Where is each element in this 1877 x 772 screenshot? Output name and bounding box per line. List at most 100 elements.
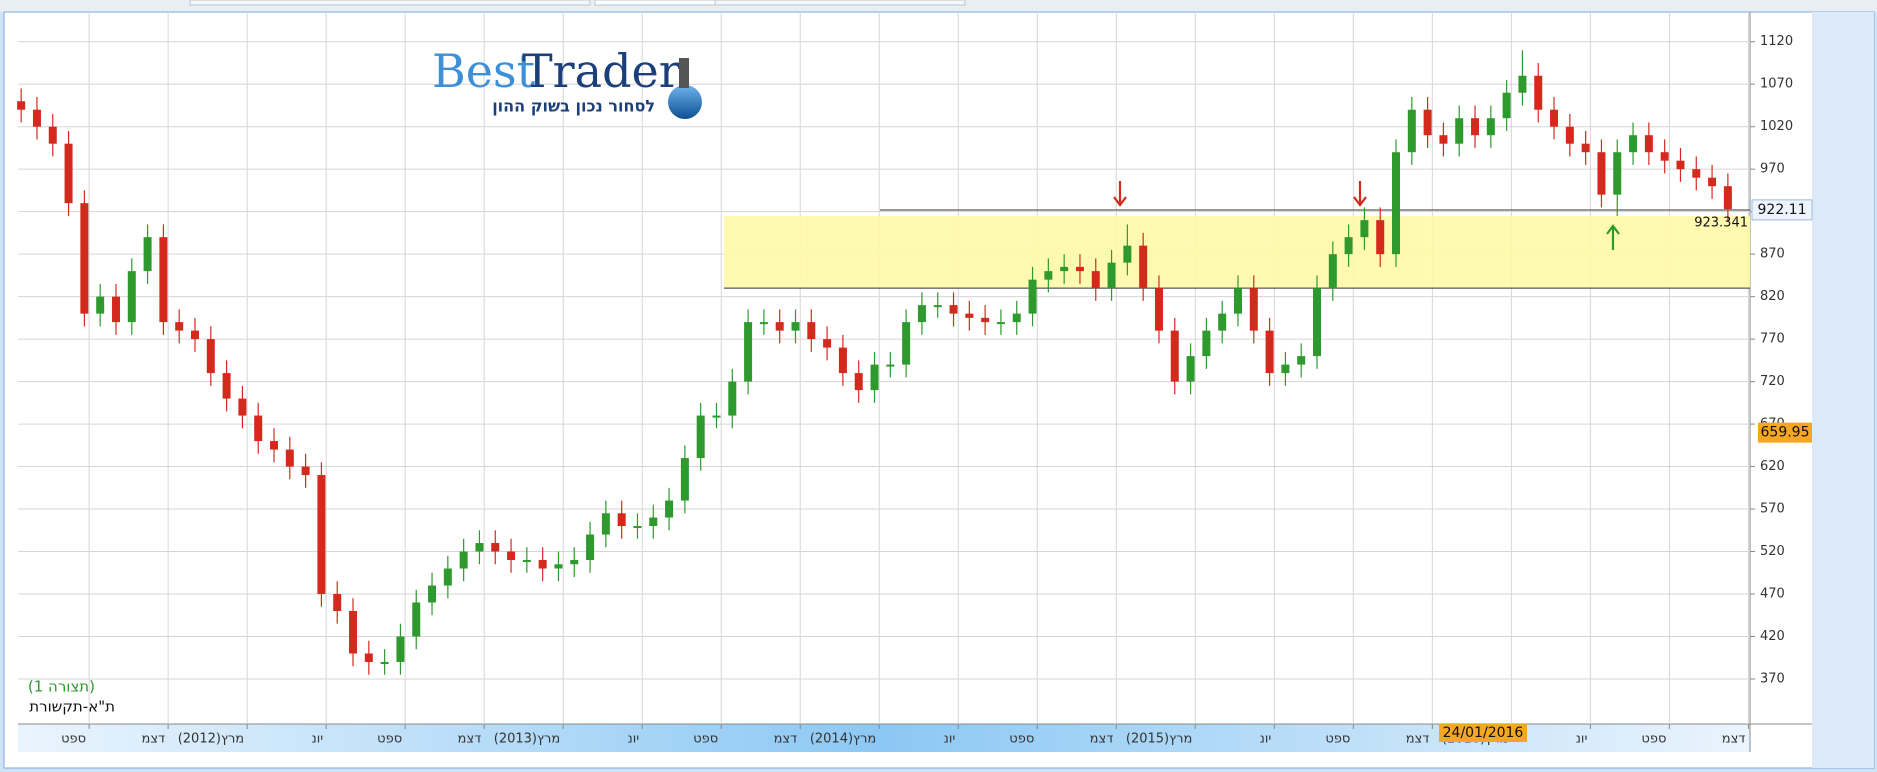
y-tick-label: 1120 [1760, 34, 1793, 49]
candle-body [1249, 288, 1258, 331]
candle-body [696, 415, 705, 459]
candle-body [1154, 288, 1163, 331]
candle-body [917, 305, 926, 323]
candle-body [665, 500, 674, 518]
candle-body [965, 313, 974, 318]
x-tick-label: מרץ(2014) [810, 732, 876, 747]
candle-body [475, 543, 484, 552]
logo-trader: Trader [522, 44, 681, 98]
candle-body [1186, 356, 1195, 382]
y-tick-label: 870 [1760, 247, 1785, 262]
candle-body [80, 203, 89, 314]
candle-body [1660, 152, 1669, 161]
cursor-date-label: 24/01/2016 [1443, 725, 1524, 741]
x-tick-label: יונ [628, 732, 640, 747]
candle-body [1392, 152, 1401, 255]
x-tick-label: יונ [312, 732, 324, 747]
candle-body [933, 305, 942, 308]
last-price-label: 922.11 [1758, 202, 1807, 218]
arrow [1353, 181, 1367, 207]
candle-body [1723, 186, 1732, 210]
x-tick-label: מרץ(2012) [178, 732, 244, 747]
candle-body [1281, 364, 1290, 374]
x-tick-label: יונ [1260, 732, 1272, 747]
candle-body [775, 322, 784, 331]
candle-body [317, 475, 326, 595]
y-tick-label: 770 [1760, 332, 1785, 347]
candles [17, 50, 1732, 675]
candle-body [222, 373, 231, 399]
candle-body [1218, 313, 1227, 331]
candle-body [1139, 245, 1148, 289]
candle-body [981, 317, 990, 323]
candle-body [1028, 279, 1037, 314]
candle-body [1202, 330, 1211, 357]
candle-body [586, 534, 595, 561]
arrow [1606, 224, 1620, 250]
candle-body [1565, 126, 1574, 144]
tab[interactable] [594, 0, 716, 6]
x-tick-label: ספט [377, 732, 402, 747]
candle-body [1597, 152, 1606, 195]
candle-body [1060, 266, 1069, 272]
candle-body [949, 305, 958, 314]
candle-body [538, 560, 547, 569]
candle-body [507, 551, 516, 561]
candle-body [1629, 135, 1638, 153]
candle-body [807, 322, 816, 340]
candle-body [127, 271, 136, 323]
x-tick-label: יונ [944, 732, 956, 747]
candle-body [1328, 254, 1337, 289]
candle-body [1708, 177, 1717, 187]
tab[interactable] [189, 0, 591, 6]
tab[interactable] [714, 0, 966, 6]
candle-body [1297, 356, 1306, 365]
candle-body [1502, 92, 1511, 119]
candle-body [1471, 118, 1480, 136]
candle-body [459, 551, 468, 569]
candle-body [870, 364, 879, 391]
x-tick-label: דצמ [1090, 732, 1114, 747]
candle-body [1423, 109, 1432, 136]
candle-body [1486, 118, 1495, 136]
logo: Best Trader לסחור נכון בשוק ההון [432, 44, 702, 119]
candle-body [1170, 330, 1179, 382]
logo-figure [679, 58, 689, 88]
candle-body [1455, 118, 1464, 144]
last-value-label: 923.341 [1694, 215, 1748, 230]
candle-body [380, 661, 389, 664]
candle-body [1692, 169, 1701, 178]
y-tick-label: 720 [1760, 374, 1785, 389]
candle-body [744, 322, 753, 382]
candle-body [1360, 220, 1369, 238]
candle-body [285, 449, 294, 467]
candle-body [680, 458, 689, 501]
x-tick-label: ספט [1325, 732, 1350, 747]
y-tick-label: 420 [1760, 629, 1785, 644]
candle-body [159, 237, 168, 323]
candle-body [254, 415, 263, 442]
candle-body [175, 322, 184, 331]
zone [724, 215, 1750, 289]
candle-body [1534, 75, 1543, 110]
y-tick-label: 570 [1760, 502, 1785, 517]
candle-body [270, 441, 279, 450]
candle-body [854, 373, 863, 391]
cursor-date-box [1439, 724, 1527, 742]
chart-title: ת"א-תקשורת [29, 698, 115, 716]
candle-body [333, 594, 342, 611]
zone-layer [724, 209, 1750, 289]
candle-body [349, 610, 358, 654]
logo-tagline: לסחור נכון בשוק ההון [492, 97, 655, 116]
candle-body [712, 415, 721, 418]
overlay: 922.11 923.341 659.95 24/01/2016 [1113, 181, 1813, 742]
x-tick-label: יונ [1576, 732, 1588, 747]
candle-body [364, 653, 373, 662]
candle-body [617, 513, 626, 527]
x-tick-label: ספט [61, 732, 86, 747]
candle-body [64, 143, 73, 204]
candle-body [206, 339, 215, 374]
arrow [1113, 181, 1127, 207]
candle-body [1313, 288, 1321, 357]
